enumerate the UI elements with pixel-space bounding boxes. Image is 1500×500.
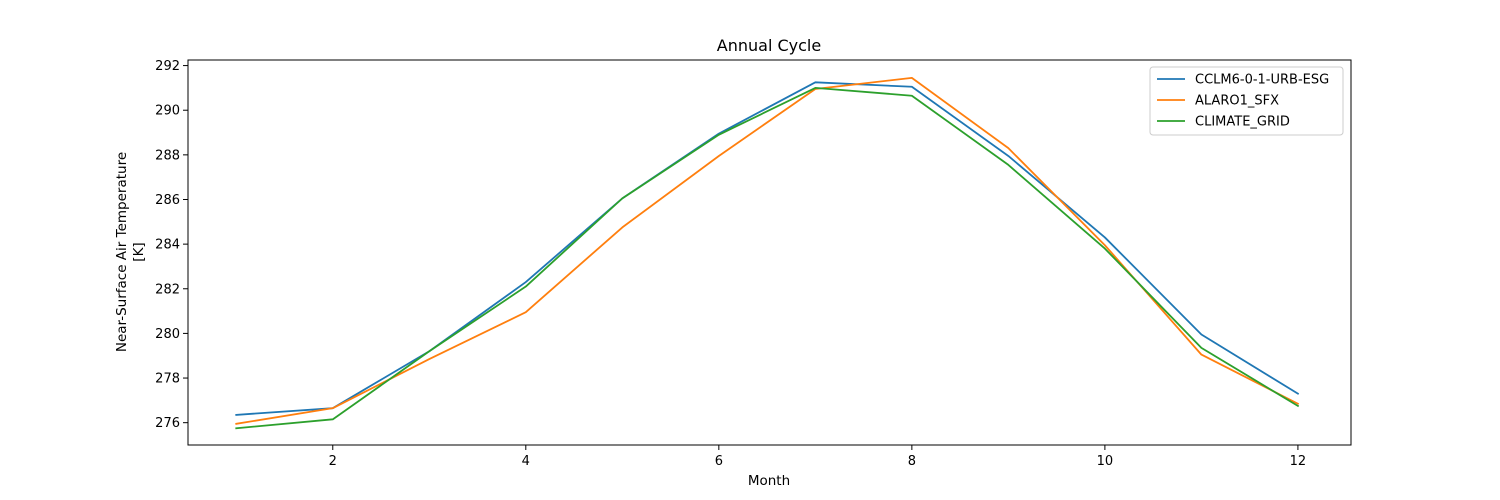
y-axis-label: Near-Surface Air Temperature [114, 152, 130, 352]
legend: CCLM6-0-1-URB-ESG ALARO1_SFX CLIMATE_GRID [1149, 66, 1344, 136]
x-axis-label: Month [748, 473, 790, 489]
series-line-2 [235, 76, 1300, 425]
x-tick-label: 10 [1097, 454, 1114, 469]
series-line-3 [235, 87, 1300, 430]
y-tick-label: 292 [155, 59, 180, 74]
x-tick-label: 8 [908, 454, 916, 469]
x-axis: 2 4 6 8 10 12 [329, 445, 1307, 469]
series-group [235, 76, 1300, 430]
x-tick-label: 2 [329, 454, 337, 469]
y-axis-unit: [K] [131, 242, 147, 261]
y-tick-label: 284 [155, 238, 180, 253]
series-line-1 [235, 81, 1300, 416]
x-tick-label: 6 [715, 454, 723, 469]
y-tick-label: 280 [155, 327, 180, 342]
legend-box [1149, 66, 1344, 136]
y-tick-label: 276 [155, 416, 180, 431]
legend-label: CCLM6-0-1-URB-ESG [1195, 73, 1329, 88]
x-tick-label: 12 [1290, 454, 1307, 469]
y-tick-label: 288 [155, 148, 180, 163]
x-tick-label: 4 [522, 454, 530, 469]
y-axis-label-group: Near-Surface Air Temperature [K] [114, 152, 147, 352]
y-tick-label: 278 [155, 372, 180, 387]
chart-title: Annual Cycle [717, 36, 821, 55]
y-tick-label: 282 [155, 282, 180, 297]
y-tick-label: 290 [155, 104, 180, 119]
y-axis: 276 278 280 282 284 286 288 290 292 [155, 59, 188, 431]
legend-label: ALARO1_SFX [1195, 94, 1279, 109]
y-tick-label: 286 [155, 193, 180, 208]
legend-label: CLIMATE_GRID [1195, 115, 1290, 130]
